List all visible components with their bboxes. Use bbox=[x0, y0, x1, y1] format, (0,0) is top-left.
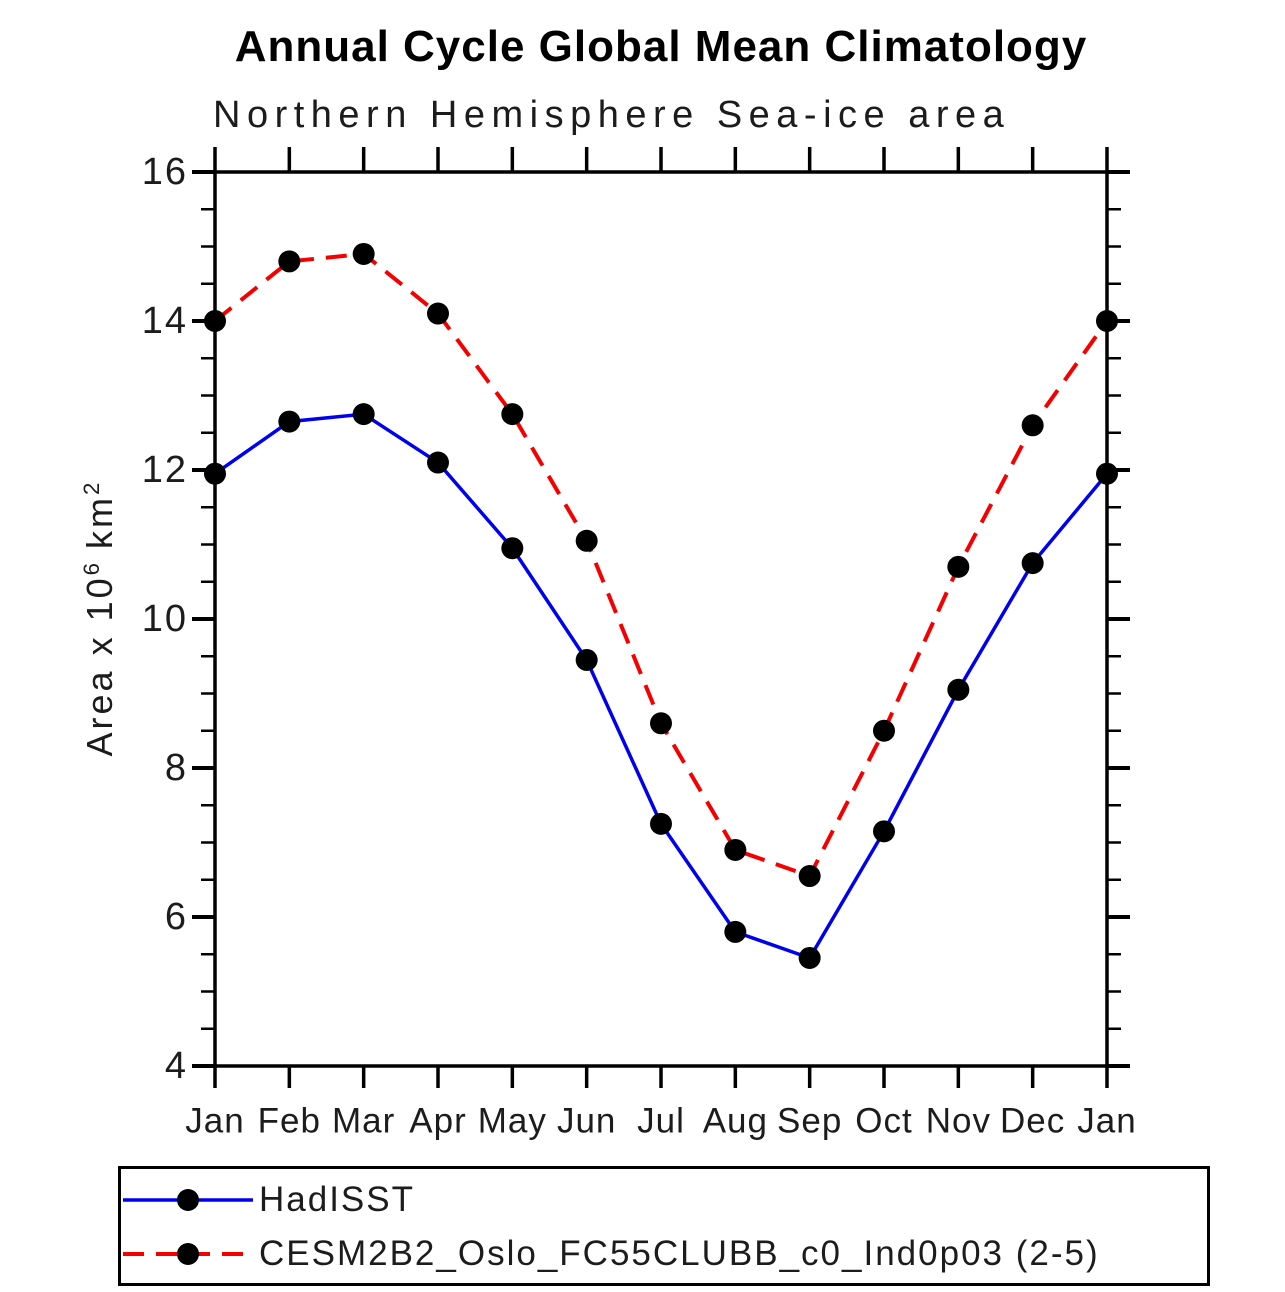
x-tick-label: Jun bbox=[557, 1102, 616, 1141]
data-point bbox=[278, 250, 301, 273]
legend-line-sample bbox=[123, 1189, 253, 1211]
data-point bbox=[650, 812, 672, 835]
data-point bbox=[724, 920, 747, 943]
x-tick-label: Aug bbox=[703, 1102, 768, 1141]
legend-marker bbox=[177, 1243, 199, 1265]
data-point bbox=[724, 838, 747, 861]
data-point bbox=[1021, 414, 1044, 437]
data-point bbox=[873, 820, 895, 843]
data-point bbox=[1021, 552, 1044, 575]
y-tick-label: 6 bbox=[165, 896, 188, 938]
data-point bbox=[1096, 310, 1118, 332]
data-point bbox=[873, 719, 895, 742]
x-tick-label: Jul bbox=[637, 1102, 685, 1141]
y-tick-label: 16 bbox=[142, 151, 188, 193]
y-tick-label: 12 bbox=[142, 449, 188, 491]
series-markers-1 bbox=[204, 242, 1118, 888]
data-point bbox=[427, 302, 449, 325]
legend-label: CESM2B2_Oslo_FC55CLUBB_c0_Ind0p03 (2-5) bbox=[259, 1234, 1100, 1273]
data-point bbox=[501, 537, 524, 560]
x-tick-label: Apr bbox=[409, 1102, 466, 1141]
data-point bbox=[352, 403, 375, 426]
legend-marker bbox=[177, 1189, 199, 1211]
data-point bbox=[947, 555, 970, 578]
data-point bbox=[1096, 462, 1118, 485]
series-line-0 bbox=[213, 412, 1109, 961]
x-tick-label: Jan bbox=[185, 1102, 244, 1141]
data-point bbox=[650, 712, 672, 735]
data-point bbox=[798, 946, 821, 969]
y-tick-label: 8 bbox=[165, 747, 188, 789]
data-point bbox=[204, 310, 226, 332]
data-point bbox=[352, 242, 375, 265]
axes bbox=[192, 147, 1130, 1088]
legend-item-0: HadISST bbox=[121, 1178, 415, 1222]
legend-item-1: CESM2B2_Oslo_FC55CLUBB_c0_Ind0p03 (2-5) bbox=[121, 1232, 1100, 1276]
legend-line-sample bbox=[123, 1243, 253, 1265]
legend: HadISST CESM2B2_Oslo_FC55CLUBB_c0_Ind0p03… bbox=[118, 1166, 1210, 1286]
data-point bbox=[501, 403, 524, 426]
data-point bbox=[798, 865, 821, 888]
y-tick-label: 4 bbox=[165, 1045, 188, 1087]
x-tick-label: Sep bbox=[777, 1102, 842, 1141]
data-point bbox=[427, 451, 449, 474]
plot-frame bbox=[213, 170, 1109, 1068]
data-point bbox=[575, 529, 598, 552]
y-tick-label: 10 bbox=[142, 598, 188, 640]
legend-label: HadISST bbox=[259, 1180, 415, 1219]
x-tick-label: Feb bbox=[258, 1102, 321, 1141]
data-point bbox=[278, 410, 301, 433]
chart-subtitle: Northern Hemisphere Sea-ice area bbox=[213, 94, 1011, 136]
series-markers-0 bbox=[204, 403, 1118, 969]
x-tick-label: Nov bbox=[926, 1102, 991, 1141]
data-point bbox=[204, 462, 226, 485]
x-tick-label: May bbox=[478, 1102, 547, 1141]
chart-title: Annual Cycle Global Mean Climatology bbox=[234, 22, 1088, 71]
data-point bbox=[575, 648, 598, 671]
x-tick-label: Oct bbox=[855, 1102, 912, 1141]
axis-labels: 4 6 8 10 12 14 16 Jan Feb Mar Apr May Jun Jul Aug Sep Oc… bbox=[142, 151, 1136, 1141]
x-tick-label: Mar bbox=[332, 1102, 395, 1141]
x-tick-label: Dec bbox=[1000, 1102, 1065, 1141]
data-point bbox=[947, 678, 970, 701]
x-tick-label: Jan bbox=[1077, 1102, 1136, 1141]
series-line-1 bbox=[213, 251, 1109, 879]
y-tick-label: 14 bbox=[142, 300, 188, 342]
